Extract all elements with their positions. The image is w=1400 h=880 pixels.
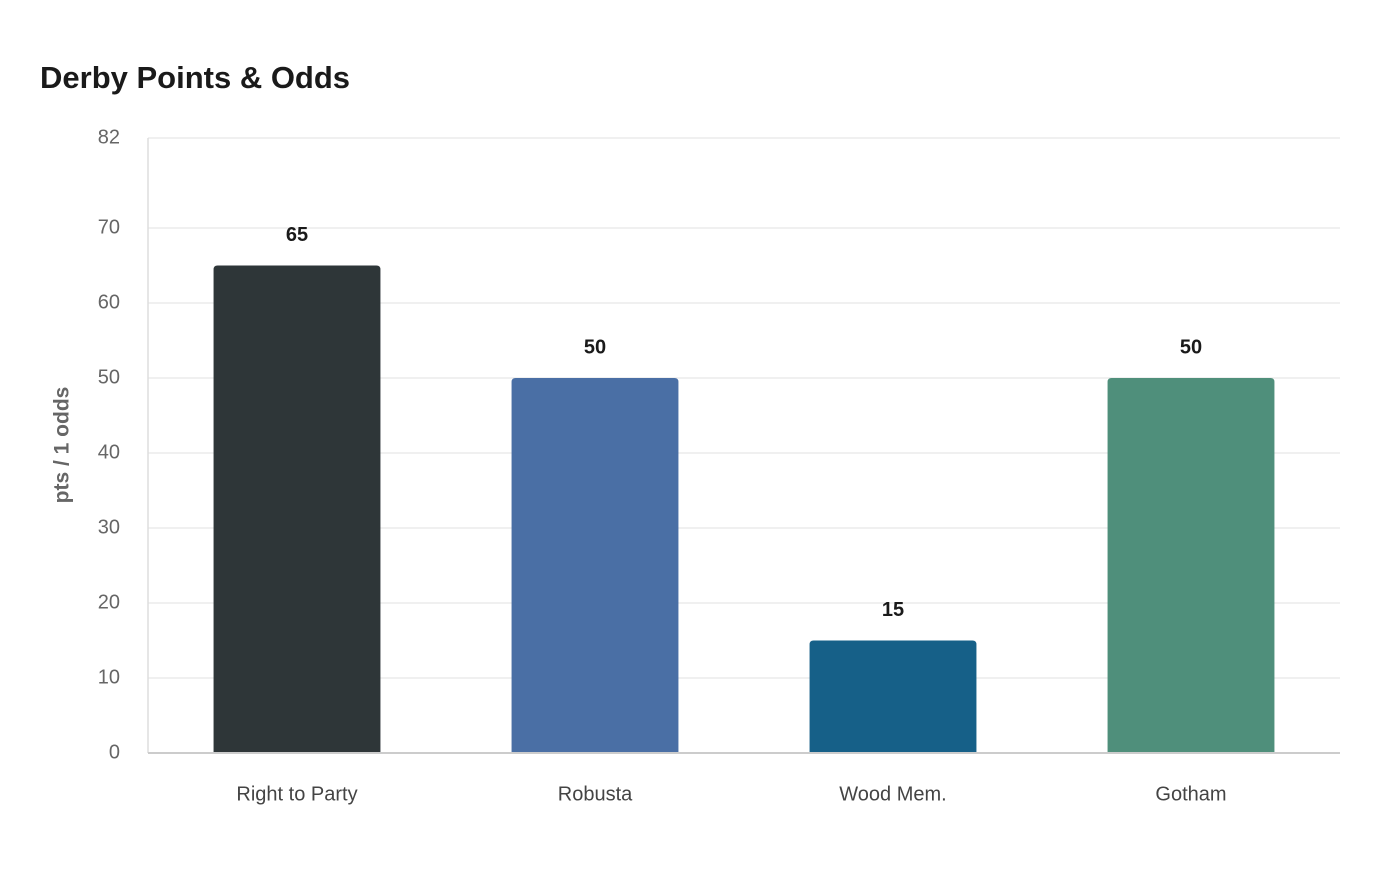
data-label: 50 (1180, 336, 1202, 358)
y-tick-label: 70 (98, 216, 120, 238)
y-tick-label: 10 (98, 666, 120, 688)
y-tick-label: 20 (98, 591, 120, 613)
x-tick-label: Right to Party (236, 783, 357, 805)
bar (213, 265, 381, 753)
x-tick-label: Gotham (1155, 783, 1226, 805)
y-axis-label: pts / 1 odds (51, 387, 74, 504)
x-tick-label: Wood Mem. (839, 783, 946, 805)
bar (511, 378, 679, 753)
x-tick-label: Robusta (558, 783, 633, 805)
y-tick-label: 40 (98, 441, 120, 463)
y-tick-label: 60 (98, 291, 120, 313)
y-tick-label: 82 (98, 126, 120, 148)
y-tick-label: 30 (98, 516, 120, 538)
data-label: 50 (584, 336, 606, 358)
y-tick-label: 0 (109, 741, 120, 763)
chart-title: Derby Points & Odds (40, 60, 350, 95)
data-label: 15 (882, 599, 904, 621)
bar (809, 640, 977, 753)
data-label: 65 (286, 224, 308, 246)
y-tick-label: 50 (98, 366, 120, 388)
bar (1107, 378, 1275, 753)
